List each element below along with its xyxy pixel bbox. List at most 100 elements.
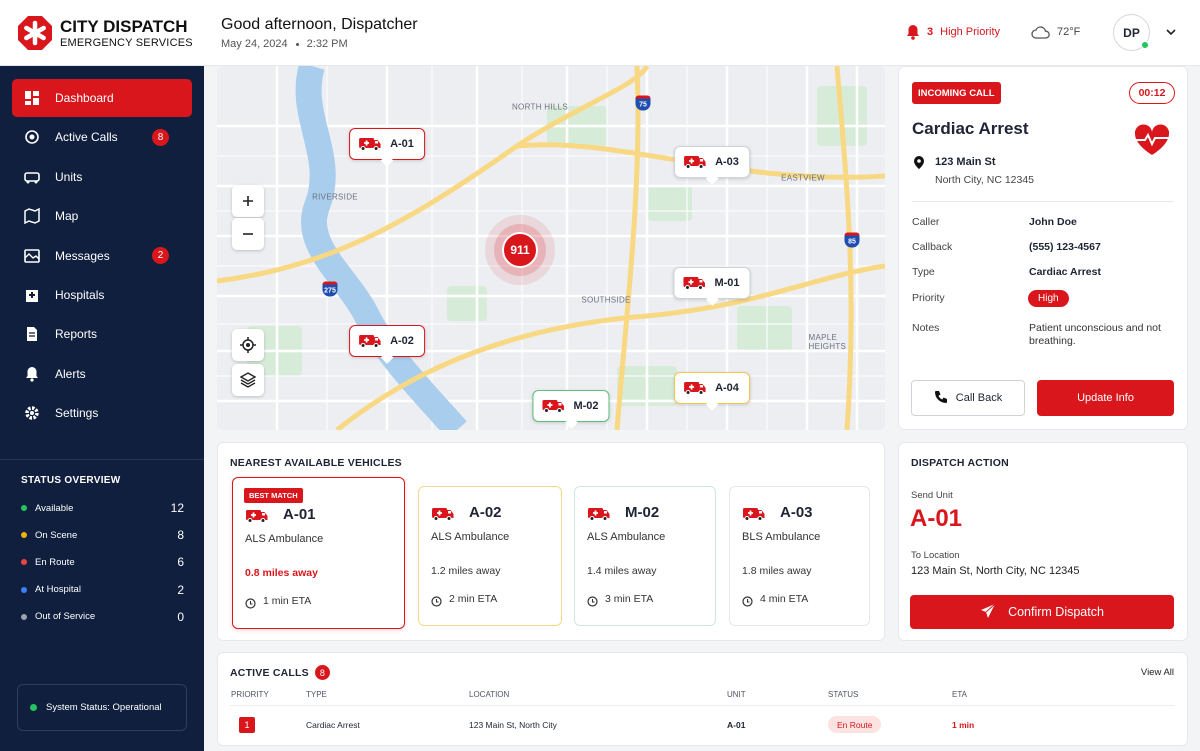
unit-marker[interactable]: A-04: [674, 372, 750, 404]
unit-id: A-02: [390, 335, 414, 347]
vehicle-type: ALS Ambulance: [431, 531, 510, 543]
vehicle-distance: 0.8 miles away: [245, 567, 318, 579]
ambulance-icon: [682, 273, 706, 294]
sidebar: Dashboard Active Calls 8 Units Map Messages 2 H…: [0, 66, 204, 751]
locate-button[interactable]: [232, 329, 264, 361]
ambulance-icon: [358, 134, 382, 155]
nav-item[interactable]: Active Calls 8: [12, 118, 192, 156]
area-label: MAPLE HEIGHTS: [808, 333, 847, 351]
confirm-dispatch-button[interactable]: Confirm Dispatch: [910, 595, 1174, 629]
avatar[interactable]: DP: [1113, 14, 1150, 51]
section-title: NEAREST AVAILABLE VEHICLES: [230, 457, 402, 469]
ambulance-icon: [358, 331, 382, 352]
field-label: Type: [912, 266, 935, 278]
clock-icon-svg: [587, 596, 598, 607]
nav-label: Units: [55, 169, 83, 184]
status-dot: [21, 613, 27, 620]
nav-icon: [24, 90, 40, 111]
vehicle-card[interactable]: M-02 ALS Ambulance 1.4 miles away 3 min ETA: [574, 486, 716, 626]
ambulance-icon: [587, 504, 613, 528]
status-label: En Route: [35, 556, 75, 568]
unit-id: A-03: [715, 156, 739, 168]
nav-label: Dashboard: [55, 91, 114, 105]
nav-icon-svg: [24, 248, 40, 263]
unit-marker[interactable]: A-02: [349, 325, 425, 357]
send-icon-svg: [981, 603, 996, 618]
ambulance-icon: [541, 396, 565, 417]
call-unit: A-01: [727, 720, 746, 730]
zoom-in[interactable]: [232, 185, 264, 217]
call-back-button[interactable]: Call Back: [911, 380, 1025, 416]
view-all-link[interactable]: View All: [1140, 667, 1174, 678]
unit-marker[interactable]: M-01: [673, 267, 751, 299]
send-unit: A-01: [910, 505, 963, 532]
ambulance-icon-svg: [684, 381, 706, 395]
vehicle-card[interactable]: A-02 ALS Ambulance 1.2 miles away 2 min ETA: [418, 486, 562, 626]
clock-icon: [431, 594, 442, 612]
unit-marker[interactable]: M-02: [532, 390, 610, 422]
nav-item[interactable]: Units: [12, 158, 192, 196]
heart-icon-svg: [1134, 124, 1170, 155]
clock-icon-svg: [431, 596, 442, 607]
nav-icon-svg: [25, 406, 39, 420]
ambulance-icon: [742, 504, 768, 528]
unit-marker[interactable]: A-01: [349, 128, 425, 160]
status-count: 6: [177, 555, 184, 570]
layers-icon: [240, 372, 256, 388]
nav-item[interactable]: Alerts: [12, 355, 192, 393]
clock-icon: [245, 596, 256, 614]
nav-label: Settings: [55, 406, 99, 421]
nav-icon-svg: [26, 290, 38, 302]
ambulance-icon: [683, 152, 707, 173]
calls-count: 8: [314, 665, 330, 680]
call-type: Cardiac Arrest: [306, 720, 360, 730]
field-label: Priority: [912, 292, 945, 304]
call-location: 123 Main St, North City: [469, 720, 557, 730]
nav-icon: [24, 207, 40, 229]
unit-id: M-02: [573, 400, 599, 412]
nav-item[interactable]: Dashboard: [12, 79, 192, 117]
priority-alert[interactable]: 3 High Priority: [906, 24, 1000, 40]
vehicle-card[interactable]: A-03 BLS Ambulance 1.8 miles away 4 min ETA: [729, 486, 870, 626]
incoming-call-panel: INCOMING CALL 00:12 Cardiac Arrest 123 Main…: [898, 66, 1188, 430]
status-dot: [30, 704, 37, 711]
zoom-out[interactable]: [232, 218, 264, 250]
ambulance-icon: [683, 378, 707, 399]
layers-button[interactable]: [232, 364, 264, 396]
area-label: NORTH HILLS: [511, 102, 569, 112]
nav-icon-svg: [27, 327, 37, 342]
to-label: To Location: [911, 550, 960, 561]
status-dot: [21, 586, 27, 593]
column-header: STATUS: [828, 690, 859, 699]
nav-item[interactable]: Reports: [12, 315, 192, 353]
to-location: 123 Main St, North City, NC 12345: [911, 565, 1080, 577]
system-status: System Status: Operational: [17, 684, 187, 731]
nav-label: Active Calls: [55, 130, 118, 145]
ambulance-icon: [431, 504, 457, 528]
column-header: UNIT: [727, 690, 746, 699]
nav-item[interactable]: Map: [12, 197, 192, 235]
vehicle-id: A-02: [469, 504, 502, 521]
divider: [912, 201, 1174, 202]
nav-icon: [24, 405, 40, 426]
highway-shield: 85: [844, 232, 860, 248]
update-info-button[interactable]: Update Info: [1037, 380, 1174, 416]
menu-chevron[interactable]: [1166, 29, 1176, 36]
vehicle-card[interactable]: BEST MATCH A-01 ALS Ambulance 0.8 miles awa…: [232, 477, 405, 629]
unit-marker[interactable]: A-03: [674, 146, 750, 178]
priority-badge: 1: [239, 717, 255, 733]
avatar-initials: DP: [1123, 25, 1140, 40]
nav-item[interactable]: Settings: [12, 394, 192, 432]
status-label: On Scene: [35, 529, 78, 541]
map[interactable]: NORTH HILLS RIVERSIDE EASTVIEW SOUTHSIDE MAP…: [217, 66, 885, 430]
nav-item[interactable]: Hospitals: [12, 276, 192, 314]
status-row: On Scene 8: [21, 528, 184, 542]
ambulance-icon-svg: [684, 155, 706, 169]
call-row[interactable]: 1 Cardiac Arrest 123 Main St, North City A-…: [218, 716, 1187, 734]
highway-shield: 275: [322, 281, 338, 297]
clock-icon-svg: [742, 596, 753, 607]
nav-icon-svg: [25, 130, 39, 145]
nav-icon-svg: [24, 207, 40, 225]
nav-item[interactable]: Messages 2: [12, 237, 192, 275]
incident-marker[interactable]: 911: [502, 232, 538, 268]
